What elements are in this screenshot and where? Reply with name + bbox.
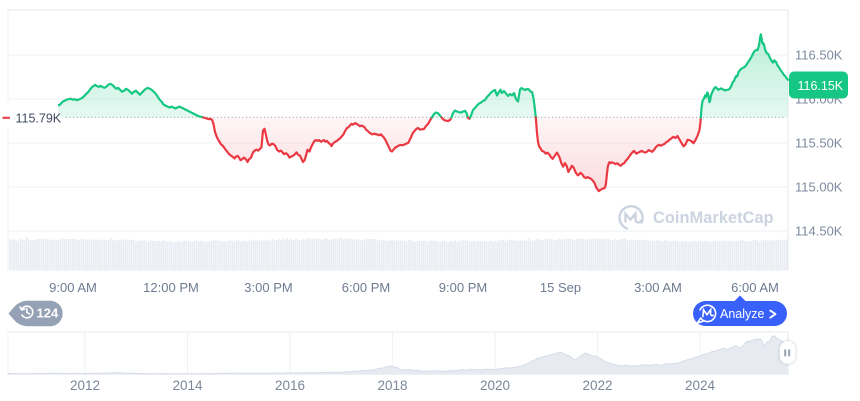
svg-text:2020: 2020 — [480, 378, 510, 393]
svg-text:2014: 2014 — [172, 378, 203, 393]
svg-text:124: 124 — [37, 306, 59, 321]
svg-text:2024: 2024 — [685, 378, 716, 393]
svg-text:15 Sep: 15 Sep — [540, 280, 581, 295]
svg-text:6:00 PM: 6:00 PM — [342, 280, 390, 295]
svg-text:9:00 AM: 9:00 AM — [49, 280, 97, 295]
svg-text:114.50K: 114.50K — [795, 224, 843, 239]
svg-text:CoinMarketCap: CoinMarketCap — [653, 209, 774, 227]
svg-text:2016: 2016 — [275, 378, 305, 393]
svg-text:2012: 2012 — [70, 378, 100, 393]
svg-text:115.00K: 115.00K — [795, 180, 843, 195]
svg-text:6:00 AM: 6:00 AM — [731, 280, 779, 295]
svg-text:Analyze: Analyze — [720, 307, 765, 321]
svg-text:115.79K: 115.79K — [16, 111, 62, 125]
svg-text:116.15K: 116.15K — [798, 79, 844, 93]
svg-text:12:00 PM: 12:00 PM — [143, 280, 199, 295]
svg-text:2022: 2022 — [582, 378, 612, 393]
svg-text:3:00 AM: 3:00 AM — [634, 280, 682, 295]
svg-text:2018: 2018 — [377, 378, 407, 393]
svg-text:9:00 PM: 9:00 PM — [439, 280, 487, 295]
svg-text:115.50K: 115.50K — [795, 136, 843, 151]
svg-text:116.50K: 116.50K — [795, 48, 843, 63]
svg-text:3:00 PM: 3:00 PM — [244, 280, 292, 295]
